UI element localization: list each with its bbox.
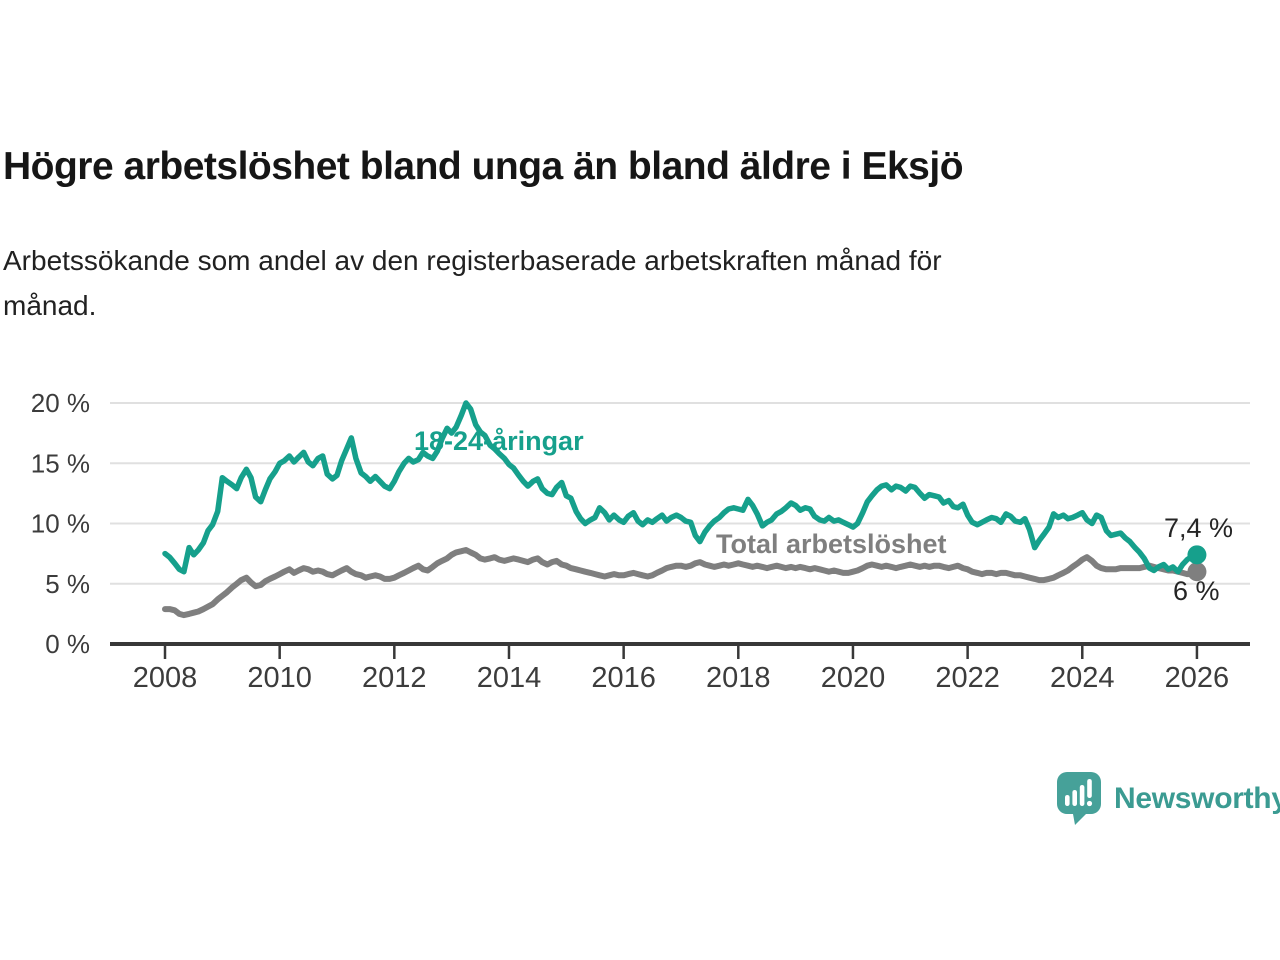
- series-end-dot-18-24-ringar: [1187, 545, 1207, 565]
- x-tick-label: 2012: [362, 662, 427, 694]
- axis-layer: 0 % 5 % 10 % 15 % 20 % 2008 2010 2012 2014 2016 20…: [31, 388, 1250, 694]
- x-tick-label: 2020: [821, 662, 886, 694]
- newsworthy-brand: Newsworthy: [1056, 771, 1280, 827]
- newsworthy-logo-icon: [1057, 772, 1101, 825]
- logo-bar-3: [1079, 785, 1085, 806]
- y-tick-label: 15 %: [31, 448, 90, 478]
- page-title: Högre arbetslöshet bland unga än bland ä…: [3, 145, 964, 188]
- x-tick-label: 2022: [935, 662, 1000, 694]
- y-tick-label: 20 %: [31, 388, 90, 418]
- subtitle-line-1: Arbetssökande som andel av den registerb…: [3, 245, 942, 276]
- y-tick-label: 0 %: [45, 629, 90, 659]
- x-tick-label: 2014: [477, 662, 542, 694]
- logo-bar-2: [1072, 790, 1077, 806]
- logo-exclamation-bar: [1087, 779, 1092, 798]
- series-layer: [162, 400, 1207, 619]
- series-line-18-24-ringar: [162, 400, 1200, 575]
- y-tick-label: 5 %: [45, 569, 90, 599]
- x-tick-label: 2018: [706, 662, 771, 694]
- x-tick-label: 2008: [133, 662, 198, 694]
- x-tick-label: 2016: [591, 662, 656, 694]
- logo-exclamation-dot: [1086, 800, 1093, 807]
- page-subtitle: Arbetssökande som andel av den registerb…: [3, 238, 1223, 328]
- speech-bubble-shape: [1057, 772, 1101, 825]
- x-tick-label: 2026: [1165, 662, 1230, 694]
- x-tick-label: 2024: [1050, 662, 1115, 694]
- end-value-label-total: 6 %: [1173, 576, 1220, 606]
- subtitle-line-2: månad.: [3, 290, 97, 321]
- x-tick-label: 2010: [247, 662, 312, 694]
- y-tick-label: 10 %: [31, 509, 90, 539]
- series-line-total-arbetsl-shet: [162, 547, 1200, 619]
- end-value-label-18-24: 7,4 %: [1164, 513, 1234, 543]
- logo-bar-1: [1065, 795, 1070, 806]
- series-label-total-arbetsloshet: Total arbetslöshet: [716, 529, 947, 559]
- series-label-18-24-aringar: 18-24-åringar: [414, 426, 584, 456]
- newsworthy-wordmark: Newsworthy: [1114, 782, 1280, 815]
- grid-layer: [110, 402, 1250, 585]
- series-end-dot-total-arbetsl-shet: [1187, 562, 1207, 582]
